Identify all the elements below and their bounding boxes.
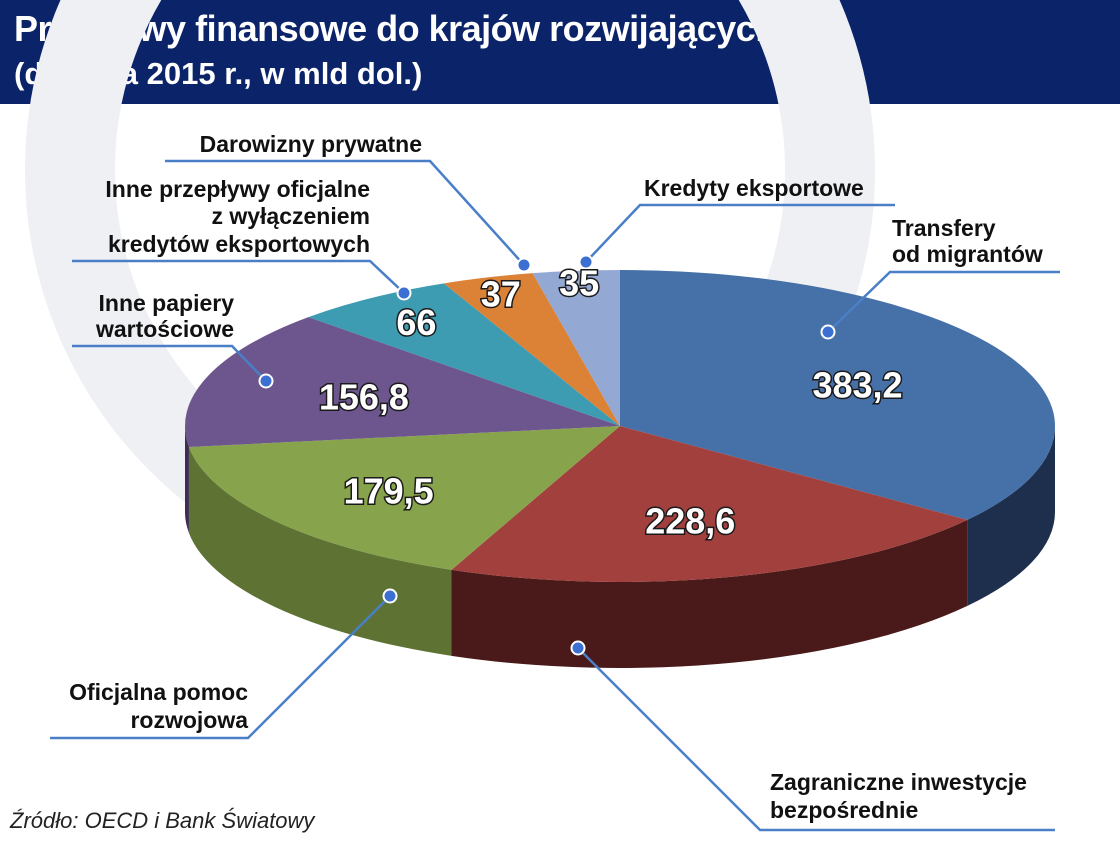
value-label-kredyty-eksportowe: 35 <box>559 263 599 304</box>
callout-dot <box>382 588 398 604</box>
slice-label: Inne przepływy oficjalne <box>105 176 370 202</box>
callout-line <box>165 159 525 266</box>
pie-slice-transfery-od-migrantow <box>620 270 1055 520</box>
pie-side-oficjalna-pomoc-rozwojowa <box>188 446 452 656</box>
callout-dot <box>578 254 594 270</box>
value-label-inne-przeplywy-oficjalne-z-wylaczeniem-kredytow-eksportowych: 66 <box>396 302 436 343</box>
pie-slice-inne-przeplywy-oficjalne-z-wylaczeniem-kredytow-eksportowych <box>308 283 620 426</box>
slice-label: wartościowe <box>95 316 234 342</box>
slice-label: rozwojowa <box>130 707 248 733</box>
slice-label: Zagraniczne inwestycje <box>770 769 1027 795</box>
slice-label: kredytów eksportowych <box>108 231 370 257</box>
callout-line <box>577 647 1055 832</box>
callout-kredyty-eksportowe: Kredyty eksportowe <box>578 175 895 270</box>
value-label-darowizny-prywatne: 37 <box>481 273 521 314</box>
slice-label: od migrantów <box>892 241 1043 267</box>
callout-line <box>72 259 405 294</box>
pie-slice-oficjalna-pomoc-rozwojowa <box>188 426 621 570</box>
callout-dot <box>820 324 836 340</box>
callout-dot <box>516 257 532 273</box>
pie-side-zagraniczne-inwestycje-bezposrednie <box>451 519 968 669</box>
value-label-zagraniczne-inwestycje-bezposrednie: 228,6 <box>645 500 735 541</box>
slice-label: Darowizny prywatne <box>200 131 422 157</box>
pie-sides <box>185 426 1055 669</box>
slice-label: bezpośrednie <box>770 797 918 823</box>
pie-slice-darowizny-prywatne <box>444 273 620 426</box>
slice-label: Kredyty eksportowe <box>644 175 864 201</box>
callout-darowizny-prywatne: Darowizny prywatne <box>165 131 532 273</box>
pie-side-inne-papiery-wartosciowe <box>185 426 189 533</box>
value-label-oficjalna-pomoc-rozwojowa: 179,5 <box>344 471 434 512</box>
pie-slice-inne-papiery-wartosciowe <box>185 317 621 447</box>
callout-line <box>50 595 391 740</box>
pie-side-transfery-od-migrantow <box>967 426 1055 606</box>
pie-slices <box>185 270 1055 583</box>
slice-label: z wyłączeniem <box>211 203 370 229</box>
callout-line <box>585 203 895 263</box>
source-note: Źródło: OECD i Bank Światowy <box>10 808 315 833</box>
callout-dot <box>396 285 412 301</box>
callout-line <box>72 344 267 382</box>
slice-label: Transfery <box>892 215 996 241</box>
callout-line <box>827 270 1060 333</box>
slice-label: Oficjalna pomoc <box>69 679 248 705</box>
value-label-transfery-od-migrantow: 383,2 <box>812 365 902 406</box>
pie-slice-kredyty-eksportowe <box>532 270 620 426</box>
slice-label: Inne papiery <box>99 290 235 316</box>
pie-slice-zagraniczne-inwestycje-bezposrednie <box>451 426 968 583</box>
value-label-inne-papiery-wartosciowe: 156,8 <box>319 377 409 418</box>
chart-header: Przepływy finansowe do krajów rozwijając… <box>0 0 1120 104</box>
callout-dot <box>570 640 586 656</box>
callout-dot <box>258 373 274 389</box>
value-labels: 383,2 228,6 179,5 156,8 66 37 35 <box>317 261 904 543</box>
